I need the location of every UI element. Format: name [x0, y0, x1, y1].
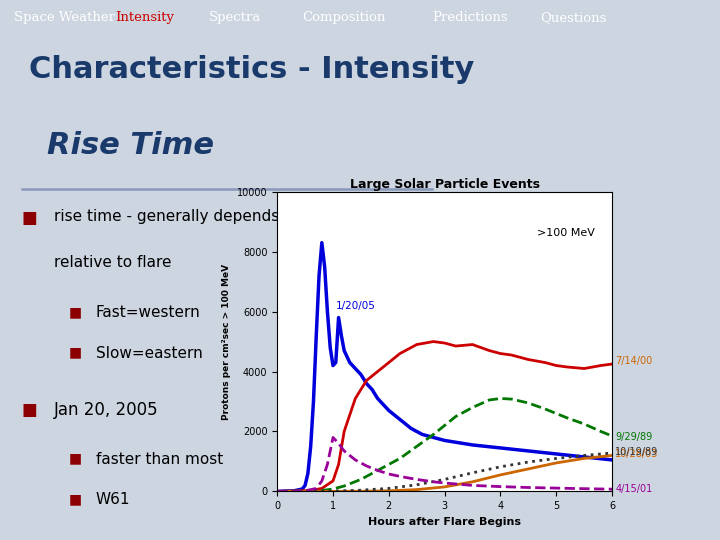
Text: Characteristics - Intensity: Characteristics - Intensity: [29, 55, 474, 84]
Text: 10/19/89: 10/19/89: [616, 447, 659, 457]
Text: Composition: Composition: [302, 11, 386, 24]
Text: ■: ■: [68, 451, 81, 465]
Text: >100 MeV: >100 MeV: [537, 228, 595, 238]
Text: 4/15/01: 4/15/01: [616, 484, 652, 494]
Y-axis label: Protons per cm²sec > 100 MeV: Protons per cm²sec > 100 MeV: [222, 264, 231, 420]
Text: ■: ■: [68, 492, 81, 506]
Text: ■: ■: [68, 346, 81, 360]
Text: W61: W61: [96, 492, 130, 507]
Text: Space Weather: Space Weather: [14, 11, 115, 24]
Text: Predictions: Predictions: [432, 11, 508, 24]
Text: Intensity: Intensity: [115, 11, 174, 24]
Text: Questions: Questions: [540, 11, 606, 24]
Text: Spectra: Spectra: [209, 11, 261, 24]
X-axis label: Hours after Flare Begins: Hours after Flare Begins: [368, 517, 521, 526]
Text: Slow=eastern: Slow=eastern: [96, 346, 202, 361]
Text: 7/14/00: 7/14/00: [616, 356, 652, 366]
Text: faster than most: faster than most: [96, 451, 223, 467]
Text: ■: ■: [22, 210, 37, 227]
Text: Fast=western: Fast=western: [96, 305, 200, 320]
Text: 10/28/03: 10/28/03: [616, 449, 659, 459]
Text: Rise Time: Rise Time: [47, 131, 214, 160]
Text: ■: ■: [22, 401, 37, 419]
Text: Jan 20, 2005: Jan 20, 2005: [54, 401, 158, 419]
Text: ■: ■: [68, 305, 81, 319]
Title: Large Solar Particle Events: Large Solar Particle Events: [350, 178, 539, 191]
Text: rise time - generally depends on longitude: rise time - generally depends on longitu…: [54, 210, 380, 224]
Text: relative to flare: relative to flare: [54, 255, 171, 270]
Text: 9/29/89: 9/29/89: [616, 433, 652, 442]
Text: 1/20/05: 1/20/05: [336, 301, 376, 310]
